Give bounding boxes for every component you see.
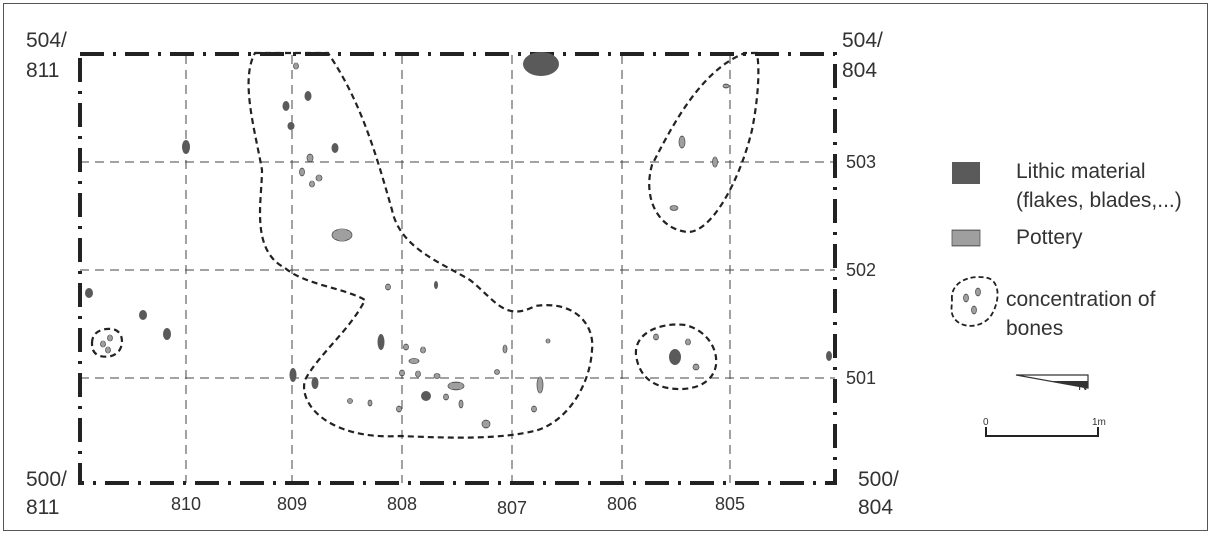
- pottery-find: [545, 338, 551, 344]
- lithic-find: [331, 143, 339, 153]
- corner-label-bottom-right-2: 804: [858, 496, 893, 519]
- lithic-find: [826, 351, 832, 361]
- pottery-find: [299, 167, 305, 177]
- pottery-find: [722, 83, 730, 89]
- lithic-find: [311, 377, 319, 389]
- x-tick-label: 808: [387, 494, 417, 514]
- pottery-find: [399, 369, 405, 377]
- scale-bar: 0 1m: [983, 417, 1106, 437]
- corner-label-top-left-1: 504/: [26, 29, 67, 52]
- lithic-find: [139, 310, 147, 320]
- pottery-find: [433, 373, 441, 379]
- legend-lithic-swatch: [952, 162, 980, 184]
- corner-label-bottom-left-2: 811: [26, 496, 59, 519]
- lithic-find: [289, 368, 297, 382]
- legend-lithic-label-2: (flakes, blades,...): [1016, 189, 1182, 212]
- lithic-find: [421, 391, 431, 401]
- north-label: N: [1078, 378, 1087, 393]
- pottery-find: [712, 156, 718, 168]
- y-tick-label: 501: [846, 368, 876, 388]
- pottery-find: [367, 399, 373, 407]
- bone-concentrations: [90, 51, 760, 439]
- bone-concentration-northeast: [648, 51, 760, 234]
- lithic-find: [85, 288, 93, 298]
- pottery-find: [481, 419, 491, 429]
- pottery-find: [420, 346, 426, 354]
- y-tick-label: 502: [846, 260, 876, 280]
- lithic-find: [287, 122, 295, 130]
- excavation-boundary: [78, 52, 837, 485]
- pottery-find: [502, 344, 508, 354]
- legend-pottery-swatch: [951, 229, 981, 247]
- lithic-find: [282, 101, 290, 111]
- corner-label-top-right-1: 504/: [842, 29, 883, 52]
- corner-label-bottom-left-1: 500/: [26, 468, 67, 491]
- pottery-find: [678, 135, 686, 149]
- pottery-find: [692, 363, 700, 371]
- pottery-finds: [100, 62, 730, 429]
- pottery-find: [306, 153, 314, 163]
- corner-label-top-left-2: 811: [26, 59, 59, 82]
- pottery-find: [385, 283, 391, 291]
- legend-lithic-label-1: Lithic material: [1016, 160, 1146, 183]
- pottery-find: [685, 338, 691, 346]
- legend: Lithic material (flakes, blades,...) Pot…: [950, 160, 1182, 340]
- pottery-find: [443, 393, 449, 401]
- bone-concentration-central: [247, 51, 594, 439]
- pottery-find: [403, 343, 409, 351]
- pottery-find: [653, 333, 659, 341]
- pottery-find: [396, 405, 402, 413]
- corner-label-top-right-2: 804: [842, 59, 877, 82]
- pottery-find: [309, 180, 315, 188]
- scale-start-label: 0: [983, 417, 989, 428]
- x-tick-label: 810: [171, 494, 201, 514]
- pottery-find: [293, 62, 299, 70]
- legend-pottery-label: Pottery: [1016, 226, 1083, 249]
- scale-end-label: 1m: [1092, 417, 1106, 428]
- pottery-find: [494, 369, 500, 375]
- figure-frame: [3, 3, 1208, 531]
- bone-concentration-west: [90, 327, 124, 358]
- x-tick-label: 809: [277, 494, 307, 514]
- pottery-find: [458, 399, 464, 409]
- pottery-find: [669, 205, 679, 211]
- grid-lines: [80, 55, 835, 483]
- x-tick-label: 805: [715, 494, 745, 514]
- pottery-find: [107, 334, 113, 342]
- legend-bones-label-1: concentration of: [1006, 288, 1156, 311]
- lithic-find: [523, 52, 559, 76]
- lithic-find: [377, 334, 385, 350]
- pottery-find: [536, 376, 544, 394]
- corner-label-bottom-right-1: 500/: [858, 468, 899, 491]
- x-tick-label: 807: [497, 498, 527, 518]
- lithic-find: [304, 91, 312, 101]
- pottery-find: [531, 405, 537, 413]
- pottery-find: [347, 398, 353, 404]
- pottery-find: [100, 340, 106, 348]
- pottery-find: [315, 174, 323, 182]
- pottery-find: [447, 381, 465, 391]
- pottery-find: [415, 370, 421, 378]
- legend-bones-label-2: bones: [1006, 317, 1063, 340]
- pottery-find: [105, 346, 111, 354]
- x-tick-label: 806: [607, 494, 637, 514]
- legend-bones-symbol: [950, 276, 999, 327]
- pottery-find: [408, 358, 420, 364]
- lithic-finds: [85, 52, 832, 401]
- bone-concentration-east: [634, 323, 718, 391]
- lithic-find: [434, 281, 438, 289]
- y-tick-label: 503: [846, 152, 876, 172]
- pottery-find: [331, 228, 353, 242]
- lithic-find: [669, 349, 681, 365]
- lithic-find: [163, 328, 171, 340]
- lithic-find: [182, 140, 190, 154]
- north-arrow: N: [1015, 374, 1089, 393]
